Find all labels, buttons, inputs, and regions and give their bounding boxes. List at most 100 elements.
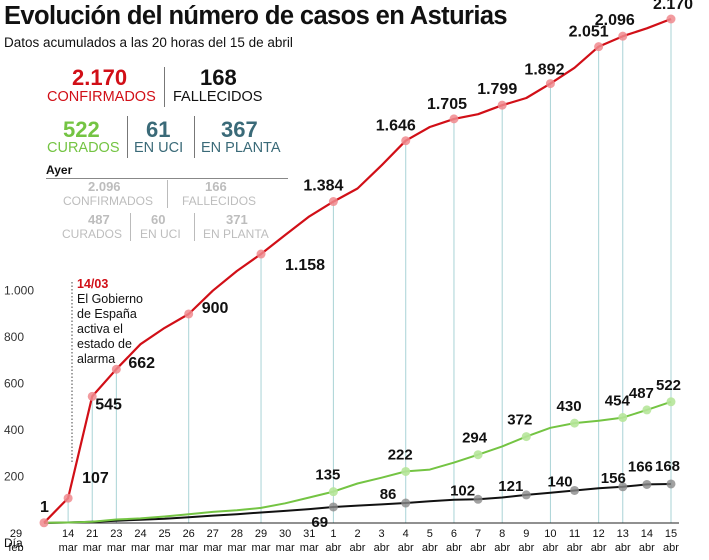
confirmados-data-label: 1 (40, 499, 49, 516)
ayer-planta-value: 371 (226, 212, 248, 227)
confirmados-data-label: 1.799 (477, 81, 517, 98)
confirmados-data-label: 545 (95, 396, 122, 413)
x-tick-month: abr (470, 542, 486, 554)
confirmados-data-label: 1.892 (524, 62, 564, 79)
ayer-uci-value: 60 (151, 212, 166, 227)
x-tick-day: 9 (523, 528, 529, 540)
x-tick-day: 7 (475, 528, 481, 540)
x-tick-month: mar (131, 542, 150, 554)
x-tick-month: abr (446, 542, 462, 554)
curados-data-label: 135 (315, 467, 340, 484)
confirmados-data-label: 2.170 (653, 0, 693, 13)
curados-data-label: 454 (605, 393, 631, 410)
curados-data-label: 294 (462, 430, 488, 447)
alarm-annotation: 14/03 El Gobierno de España activa el es… (77, 277, 167, 367)
fallecidos-point (666, 479, 676, 489)
divider (194, 116, 195, 158)
curados-point (473, 450, 483, 460)
ayer-curados-label: CURADOS (62, 227, 123, 241)
confirmados-point (184, 309, 194, 319)
curados-value: 522 (63, 117, 100, 142)
annotation-line: activa el (77, 322, 123, 336)
confirmados-point (111, 364, 121, 374)
uci-label: EN UCI (134, 140, 184, 156)
fallecidos-data-label: 86 (380, 486, 397, 503)
x-tick-day: 1 (330, 528, 336, 540)
x-tick-day: 30 (279, 528, 291, 540)
x-tick-month: mar (300, 542, 319, 554)
fallecidos-data-label: 156 (601, 470, 626, 487)
confirmados-point (87, 391, 97, 401)
confirmados-data-label: 2.096 (595, 12, 635, 29)
curados-point (642, 405, 652, 415)
x-tick-month: abr (663, 542, 679, 554)
confirmados-point (594, 42, 604, 52)
curados-data-label: 487 (629, 385, 654, 402)
fallecidos-data-label: 121 (498, 478, 523, 495)
x-tick-day: 5 (427, 528, 433, 540)
confirmados-data-label: 2.051 (569, 24, 609, 41)
fallecidos-data-label: 168 (655, 458, 680, 475)
x-tick-day: 28 (231, 528, 243, 540)
ayer-fallecidos-value: 166 (205, 179, 227, 194)
x-tick-day: 15 (665, 528, 677, 540)
x-tick-day: 29 (10, 528, 22, 540)
x-tick-month: abr (639, 542, 655, 554)
x-tick-day: 13 (617, 528, 629, 540)
y-tick-label: 600 (4, 377, 24, 391)
x-tick-day: 27 (207, 528, 219, 540)
confirmados-point (497, 100, 507, 110)
y-tick-label: 200 (4, 470, 24, 484)
planta-value: 367 (221, 117, 258, 142)
confirmados-point (401, 136, 411, 146)
confirmados-point (618, 31, 628, 41)
annotation-line: de España (77, 307, 137, 321)
x-tick-month: abr (542, 542, 558, 554)
confirmados-point (63, 493, 73, 503)
x-tick-month: mar (59, 542, 78, 554)
fallecidos-data-label: 69 (311, 514, 328, 531)
confirmados-label: CONFIRMADOS (47, 89, 156, 105)
curados-point (570, 418, 580, 428)
x-tick-month: mar (252, 542, 271, 554)
x-tick-month: mar (155, 542, 174, 554)
confirmados-data-label: 1.705 (427, 96, 467, 113)
fallecidos-point (401, 498, 411, 508)
x-tick-month: abr (567, 542, 583, 554)
curados-point (618, 413, 628, 423)
divider (127, 116, 128, 158)
x-tick-day: 4 (403, 528, 409, 540)
x-tick-day: 23 (110, 528, 122, 540)
fallecidos-point (642, 479, 652, 489)
curados-point (328, 487, 338, 497)
x-tick-month: mar (276, 542, 295, 554)
x-tick-month: abr (350, 542, 366, 554)
x-tick-day: 2 (354, 528, 360, 540)
x-tick-month: mar (227, 542, 246, 554)
x-tick-day: 8 (499, 528, 505, 540)
x-tick-month: abr (591, 542, 607, 554)
planta-label: EN PLANTA (201, 140, 281, 156)
confirmados-line (43, 17, 672, 524)
x-tick-month: abr (325, 542, 341, 554)
x-tick-day: 6 (451, 528, 457, 540)
x-tick-month: mar (203, 542, 222, 554)
x-tick-month: feb (8, 542, 23, 554)
divider (164, 67, 165, 107)
x-tick-day: 11 (569, 528, 580, 540)
confirmados-value: 2.170 (72, 65, 128, 90)
fallecidos-point (521, 490, 531, 500)
fallecidos-value: 168 (200, 65, 237, 90)
x-tick-day: 25 (158, 528, 170, 540)
fallecidos-point (570, 485, 580, 495)
y-tick-label: 1.000 (4, 284, 34, 298)
fallecidos-point (473, 494, 483, 504)
x-tick-month: abr (398, 542, 414, 554)
curados-line (43, 400, 672, 524)
confirmados-data-label: 900 (202, 300, 229, 317)
chart-title: Evolución del número de casos en Asturia… (4, 2, 508, 30)
x-tick-day: 24 (134, 528, 146, 540)
annotation-line: estado de (77, 337, 132, 351)
x-tick-day: 26 (183, 528, 195, 540)
